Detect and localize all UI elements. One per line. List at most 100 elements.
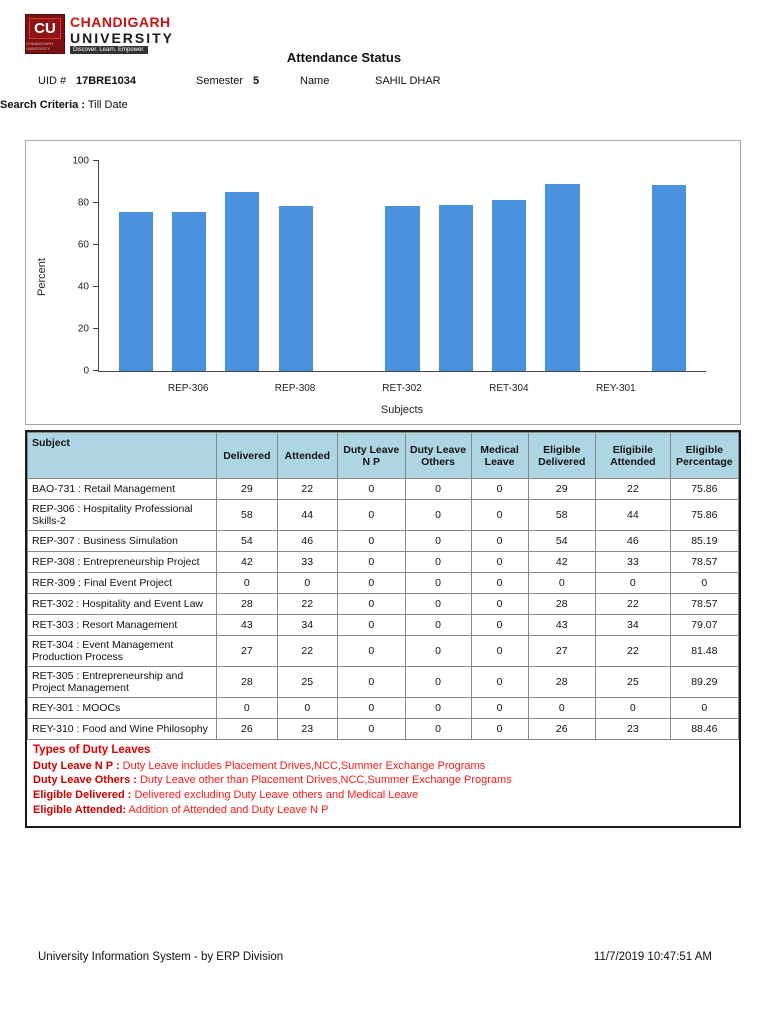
duty-leave-notes: Types of Duty Leaves Duty Leave N P : Du…: [27, 740, 739, 826]
notes-items: Duty Leave N P : Duty Leave includes Pla…: [33, 759, 733, 818]
page-title: Attendance Status: [286, 50, 402, 65]
x-axis-title: Subjects: [380, 404, 424, 416]
subject-cell: RET-303 : Resort Management: [26, 614, 218, 636]
y-tick: 80: [78, 197, 99, 208]
table-row: REY-301 : MOOCs 0 0 0 0 0 0 0 0: [26, 697, 740, 719]
value-cell: 0: [595, 572, 671, 594]
attendance-bar-chart: Percent 0 20 40 60 80 100 REP-306 REP-308 RET-3…: [25, 140, 741, 425]
bar-REP-308: [278, 206, 313, 371]
bar-BAO-731: [118, 211, 153, 371]
value-cell: 44: [276, 499, 338, 531]
value-cell: 42: [527, 551, 597, 573]
value-cell: 0: [470, 499, 529, 531]
value-cell: 25: [276, 666, 338, 698]
y-tick-label: 80: [77, 197, 89, 208]
logo-line2: UNIVERSITY: [70, 30, 175, 46]
value-cell: 22: [276, 635, 338, 667]
y-tick-label: 40: [77, 281, 89, 292]
value-cell: 58: [527, 499, 597, 531]
y-axis-title: Percent: [36, 258, 48, 297]
value-cell: 0: [336, 478, 406, 500]
value-cell: 29: [527, 478, 597, 500]
y-tick: 100: [72, 155, 99, 166]
value-cell: 0: [470, 593, 529, 615]
value-cell: 0: [669, 697, 740, 719]
value-cell: 79.07: [669, 614, 740, 636]
value-cell: 43: [216, 614, 278, 636]
value-cell: 0: [336, 572, 406, 594]
value-cell: 0: [336, 718, 406, 740]
x-tick-label: [322, 383, 375, 394]
subject-cell: RET-304 : Event Management Production Pr…: [26, 635, 218, 667]
value-cell: 0: [404, 530, 472, 552]
x-tick-label: REP-306: [167, 383, 209, 394]
search-criteria-row: Search Criteria : Till Date: [0, 99, 768, 115]
col-header-eligible-delivered: Eligible Delivered: [527, 432, 597, 479]
value-cell: 78.57: [669, 551, 740, 573]
bar-RET-305: [545, 183, 580, 371]
value-cell: 0: [276, 572, 338, 594]
value-cell: 0: [276, 697, 338, 719]
y-tick-label: 20: [77, 323, 89, 334]
value-cell: 0: [669, 572, 740, 594]
value-cell: 0: [404, 635, 472, 667]
subject-cell: REP-306 : Hospitality Professional Skill…: [26, 499, 218, 531]
value-cell: 0: [404, 697, 472, 719]
value-cell: 0: [470, 572, 529, 594]
x-tick-label: [429, 383, 482, 394]
value-cell: 0: [404, 614, 472, 636]
value-cell: 22: [595, 478, 671, 500]
bar-RET-302: [385, 206, 420, 371]
x-tick-label: REP-308: [274, 383, 316, 394]
value-cell: 28: [527, 593, 597, 615]
table-row: RER-309 : Final Event Project 0 0 0 0 0 0 0 0: [26, 572, 740, 594]
value-cell: 0: [336, 666, 406, 698]
subject-cell: BAO-731 : Retail Management: [26, 478, 218, 500]
value-cell: 0: [470, 551, 529, 573]
bar-slot: [483, 161, 536, 371]
value-cell: 46: [276, 530, 338, 552]
x-tick-label: RET-304: [489, 383, 529, 394]
note-text: Duty Leave includes Placement Drives,NCC…: [119, 759, 486, 772]
value-cell: 46: [595, 530, 671, 552]
value-cell: 22: [276, 593, 338, 615]
value-cell: 0: [595, 697, 671, 719]
value-cell: 0: [404, 593, 472, 615]
subject-cell: RET-302 : Hospitality and Event Law: [26, 593, 218, 615]
x-tick-label: [215, 383, 268, 394]
attendance-report-block: Subject Delivered Attended Duty Leave N …: [25, 430, 741, 828]
note-item: Duty Leave N P : Duty Leave includes Pla…: [33, 759, 733, 774]
value-cell: 33: [595, 551, 671, 573]
value-cell: 0: [336, 551, 406, 573]
table-header-row: Subject Delivered Attended Duty Leave N …: [26, 432, 740, 479]
value-cell: 28: [216, 666, 278, 698]
note-label: Eligible Delivered :: [33, 789, 132, 802]
value-cell: 27: [527, 635, 597, 667]
value-cell: 0: [470, 635, 529, 667]
value-cell: 23: [595, 718, 671, 740]
col-header-duty-leave-np: Duty Leave N P: [336, 432, 406, 479]
value-cell: 0: [404, 666, 472, 698]
value-cell: 42: [216, 551, 278, 573]
table-body: BAO-731 : Retail Management 29 22 0 0 0 29 22 75…: [26, 478, 740, 740]
col-header-attended: Attended: [276, 432, 338, 479]
university-logo: CU CHANDIGARH UNIVERSITY CHANDIGARH UNIV…: [25, 14, 174, 54]
note-label: Duty Leave N P :: [33, 759, 120, 772]
y-tick-label: 0: [83, 365, 89, 376]
bar-slot: [589, 161, 642, 371]
plot-area: 0 20 40 60 80 100: [72, 155, 706, 376]
table-row: RET-302 : Hospitality and Event Law 28 22 0…: [26, 593, 740, 615]
value-cell: 0: [336, 593, 406, 615]
cu-logo-icon: CU CHANDIGARH UNIVERSITY: [25, 14, 65, 54]
bar-RET-303: [438, 204, 473, 371]
note-label: Duty Leave Others :: [33, 774, 137, 787]
value-cell: 54: [527, 530, 597, 552]
value-cell: 0: [527, 572, 597, 594]
value-cell: 22: [595, 593, 671, 615]
y-tick: 60: [78, 239, 99, 250]
subject-cell: RER-309 : Final Event Project: [26, 572, 218, 594]
value-cell: 0: [470, 530, 529, 552]
col-header-medical-leave: Medical Leave: [470, 432, 529, 479]
value-cell: 0: [404, 478, 472, 500]
